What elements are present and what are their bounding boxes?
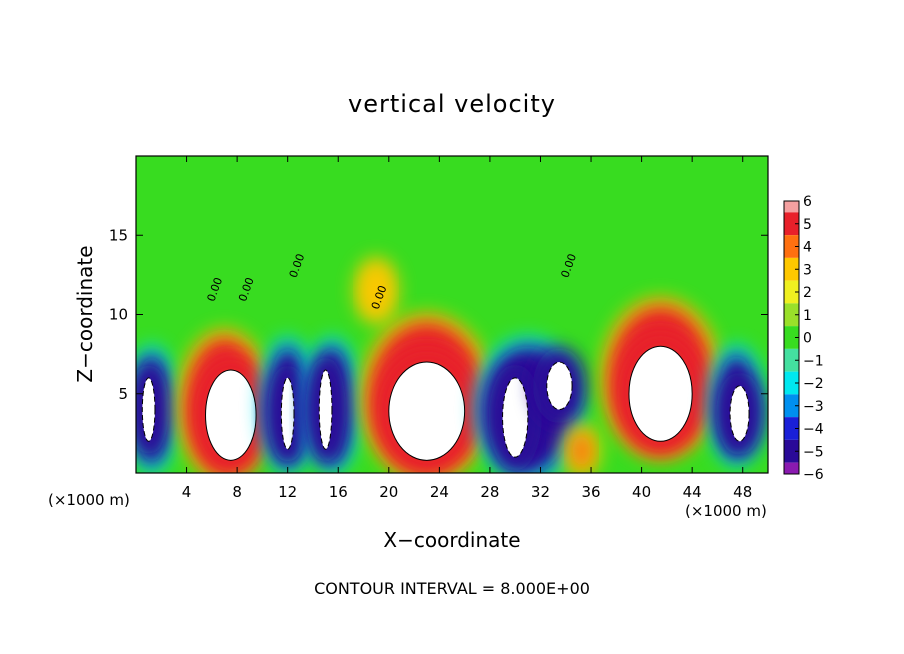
y-tick-label: 5 [118, 385, 128, 403]
contour-line [729, 385, 750, 442]
x-tick-label: 32 [531, 483, 550, 501]
field-cell-core [388, 362, 465, 461]
x-tick-label: 44 [683, 483, 702, 501]
x-tick-label: 8 [232, 483, 242, 501]
colorbar-swatch [784, 235, 799, 258]
colorbar-tick-label: 2 [803, 285, 812, 301]
colorbar-swatch [784, 303, 799, 327]
colorbar-swatch [784, 394, 799, 418]
colorbar-swatch [784, 439, 799, 463]
contour-line [502, 377, 529, 458]
field-cell-core [281, 377, 294, 450]
field-cell-core [730, 385, 750, 442]
contour-line [141, 377, 156, 442]
colorbar-swatch [784, 417, 799, 440]
field-cell-core [628, 346, 693, 442]
colorbar-tick-label: −5 [803, 444, 824, 460]
colorbar-tick-label: 5 [803, 217, 812, 233]
x-tick-label: 40 [632, 483, 651, 501]
y-axis-label: Z−coordinate [73, 245, 97, 382]
colorbar-tick-label: 3 [803, 262, 812, 278]
x-axis-unit-right: (×1000 m) [685, 502, 767, 520]
contour-line [546, 361, 573, 411]
velocity-field [136, 256, 766, 473]
contour-line [628, 345, 693, 442]
field-cell-core [319, 369, 332, 450]
x-tick-label: 28 [480, 483, 499, 501]
contour-line [205, 369, 257, 461]
x-tick-label: 36 [581, 483, 600, 501]
colorbar-tick-label: 1 [803, 308, 812, 324]
field-cell-core [205, 369, 257, 461]
y-tick-label: 15 [109, 226, 128, 244]
x-axis-unit-left: (×1000 m) [48, 491, 130, 509]
colorbar-tick-label: −3 [803, 399, 824, 415]
colorbar-swatch [784, 371, 799, 395]
x-tick-label: 4 [182, 483, 192, 501]
colorbar-tick-label: 4 [803, 240, 812, 256]
contour-line [280, 377, 295, 450]
colorbar-tick-label: −6 [803, 467, 824, 483]
x-tick-label: 48 [733, 483, 752, 501]
field-cell-core [142, 377, 155, 442]
y-tick-label: 10 [109, 306, 128, 324]
colorbar-swatch [784, 201, 799, 213]
field-cell [572, 433, 592, 469]
colorbar-tick-label: −4 [803, 422, 824, 438]
y-axis-ticks: 5 10 15 [109, 226, 768, 403]
contour-line [318, 369, 333, 450]
colorbar: 6 5 4 3 2 1 0 −1 −2 −3 −4 −5 −6 [783, 194, 824, 483]
colorbar-tick-label: 0 [803, 331, 812, 347]
colorbar-tick-label: −2 [803, 376, 824, 392]
x-tick-label: 12 [278, 483, 297, 501]
contour-interval-note: CONTOUR INTERVAL = 8.000E+00 [314, 579, 590, 598]
plot-area: 0.00 0.000.00 0.000.00 4 8 12 16 20 24 28 32 36 40 4… [109, 155, 769, 501]
x-axis-ticks: 4 8 12 16 20 24 28 32 36 40 44 48 [182, 156, 752, 501]
colorbar-tick-label: 6 [803, 194, 812, 210]
colorbar-swatch [784, 280, 799, 304]
colorbar-swatch [784, 257, 799, 281]
colorbar-swatch [784, 326, 799, 349]
field-cell-core [546, 362, 573, 410]
colorbar-swatch [784, 462, 799, 474]
colorbar-swatch [784, 212, 799, 236]
field-cell-core [502, 377, 528, 458]
colorbar-tick-label: −1 [803, 353, 824, 369]
chart-title: vertical velocity [348, 90, 556, 118]
x-tick-label: 20 [379, 483, 398, 501]
x-tick-label: 16 [329, 483, 348, 501]
x-axis-label: X−coordinate [383, 528, 520, 552]
contour-line [388, 361, 466, 461]
field-cell [363, 266, 389, 315]
x-tick-label: 24 [430, 483, 449, 501]
colorbar-swatch [784, 348, 799, 372]
